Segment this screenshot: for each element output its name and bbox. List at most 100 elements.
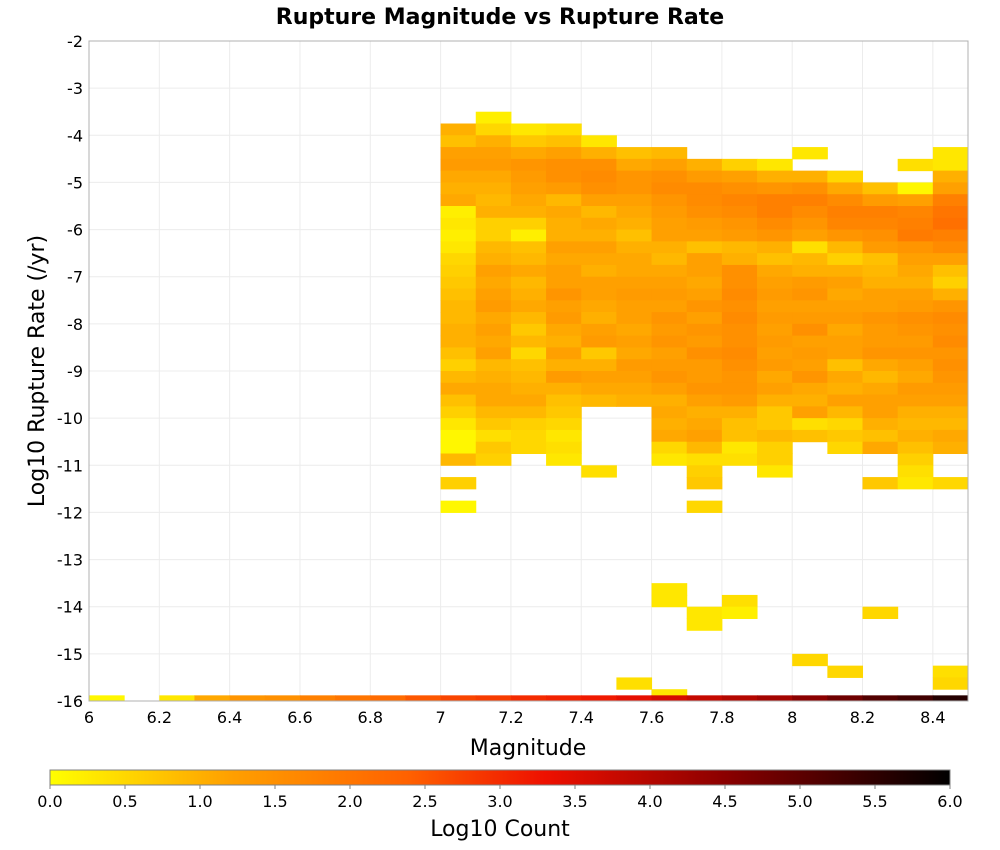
heatmap-cell <box>616 288 653 301</box>
heatmap-cell <box>686 158 723 172</box>
heatmap-cell <box>897 182 934 195</box>
heatmap-cell <box>897 300 934 313</box>
heatmap-cell <box>475 170 512 183</box>
y-tick-label: -9 <box>67 362 83 381</box>
heatmap-cell <box>651 441 688 454</box>
heatmap-cell <box>581 147 617 160</box>
heatmap-cell <box>792 418 828 431</box>
heatmap-cell <box>440 135 477 148</box>
heatmap-cell <box>581 347 617 360</box>
heatmap-cell <box>651 253 688 266</box>
heatmap-cell <box>651 312 688 325</box>
x-tick-label: 7.8 <box>709 708 734 727</box>
heatmap-cell <box>757 241 793 254</box>
heatmap-cell <box>932 695 969 701</box>
heatmap-cell <box>686 347 723 360</box>
heatmap-cell <box>616 206 653 219</box>
heatmap-cell <box>827 371 864 384</box>
heatmap-cell <box>862 276 899 289</box>
heatmap-cell <box>897 441 934 454</box>
heatmap-cell <box>440 229 477 242</box>
heatmap-cell <box>651 300 688 313</box>
heatmap-cell <box>546 288 582 301</box>
heatmap-cell <box>827 182 864 195</box>
heatmap-cell <box>792 229 828 242</box>
heatmap-cell <box>546 429 582 443</box>
heatmap-cell <box>721 594 758 608</box>
heatmap-cell <box>581 182 617 195</box>
heatmap-cell <box>651 335 688 348</box>
heatmap-cell <box>651 382 688 396</box>
heatmap-cell <box>686 465 723 478</box>
heatmap-cell <box>440 323 477 337</box>
heatmap-cell <box>581 135 617 148</box>
heatmap-cell <box>827 229 864 242</box>
heatmap-cell <box>510 253 547 266</box>
heatmap-cell <box>510 206 547 219</box>
heatmap-cell <box>581 323 617 337</box>
heatmap-cell <box>757 194 793 207</box>
heatmap-cell <box>897 429 934 443</box>
heatmap-cell <box>792 206 828 219</box>
heatmap-cell <box>581 170 617 183</box>
heatmap-cell <box>651 347 688 360</box>
heatmap-cell <box>757 335 793 348</box>
heatmap-cell <box>862 371 899 384</box>
heatmap-cell <box>651 429 688 443</box>
y-tick-label: -3 <box>67 79 83 98</box>
y-tick-label: -13 <box>57 551 83 570</box>
heatmap-cell <box>581 312 617 325</box>
heatmap-cell <box>686 359 723 372</box>
heatmap-cell <box>546 695 582 701</box>
heatmap-cell <box>440 394 477 407</box>
heatmap-cell <box>651 170 688 183</box>
heatmap-cell <box>510 371 547 384</box>
heatmap-cell <box>932 665 969 678</box>
heatmap-cell <box>159 695 195 701</box>
heatmap-cell <box>721 335 758 348</box>
heatmap-cell <box>721 347 758 360</box>
heatmap-cell <box>440 429 477 443</box>
heatmap-cell <box>827 253 864 266</box>
heatmap-cell <box>686 194 723 207</box>
heatmap-cell <box>862 182 899 195</box>
heatmap-cell <box>440 418 477 431</box>
y-tick-label: -14 <box>57 598 83 617</box>
heatmap-cell <box>897 477 934 490</box>
heatmap-cell <box>546 170 582 183</box>
heatmap-cell <box>546 217 582 231</box>
heatmap-cell <box>229 695 266 701</box>
heatmap-cell <box>510 347 547 360</box>
heatmap-cell <box>651 217 688 231</box>
heatmap-cell <box>440 359 477 372</box>
colorbar-tick-label: 2.0 <box>337 792 362 811</box>
heatmap-cell <box>827 359 864 372</box>
heatmap-cell <box>510 382 547 396</box>
heatmap-cell <box>932 347 969 360</box>
heatmap-cell <box>651 158 688 172</box>
heatmap-cell <box>546 347 582 360</box>
heatmap-cell <box>792 253 828 266</box>
heatmap-cell <box>721 217 758 231</box>
heatmap-cell <box>932 194 969 207</box>
heatmap-cell <box>264 695 301 701</box>
heatmap-cell <box>546 335 582 348</box>
heatmap-cell <box>335 695 371 701</box>
heatmap-cell <box>897 241 934 254</box>
heatmap-cell <box>721 300 758 313</box>
heatmap-cell <box>721 394 758 407</box>
heatmap-cell <box>932 170 969 183</box>
heatmap-cell <box>862 194 899 207</box>
heatmap-cell <box>475 229 512 242</box>
heatmap-cell <box>440 276 477 289</box>
heatmap-cell <box>686 323 723 337</box>
heatmap-cell <box>827 406 864 419</box>
heatmap-cell <box>475 695 512 701</box>
heatmap-cell <box>510 323 547 337</box>
heatmap-cell <box>757 264 793 278</box>
heatmap-cell <box>757 288 793 301</box>
heatmap-cell <box>686 406 723 419</box>
heatmap-cell <box>862 323 899 337</box>
x-tick-label: 6 <box>84 708 94 727</box>
y-tick-label: -12 <box>57 503 83 522</box>
